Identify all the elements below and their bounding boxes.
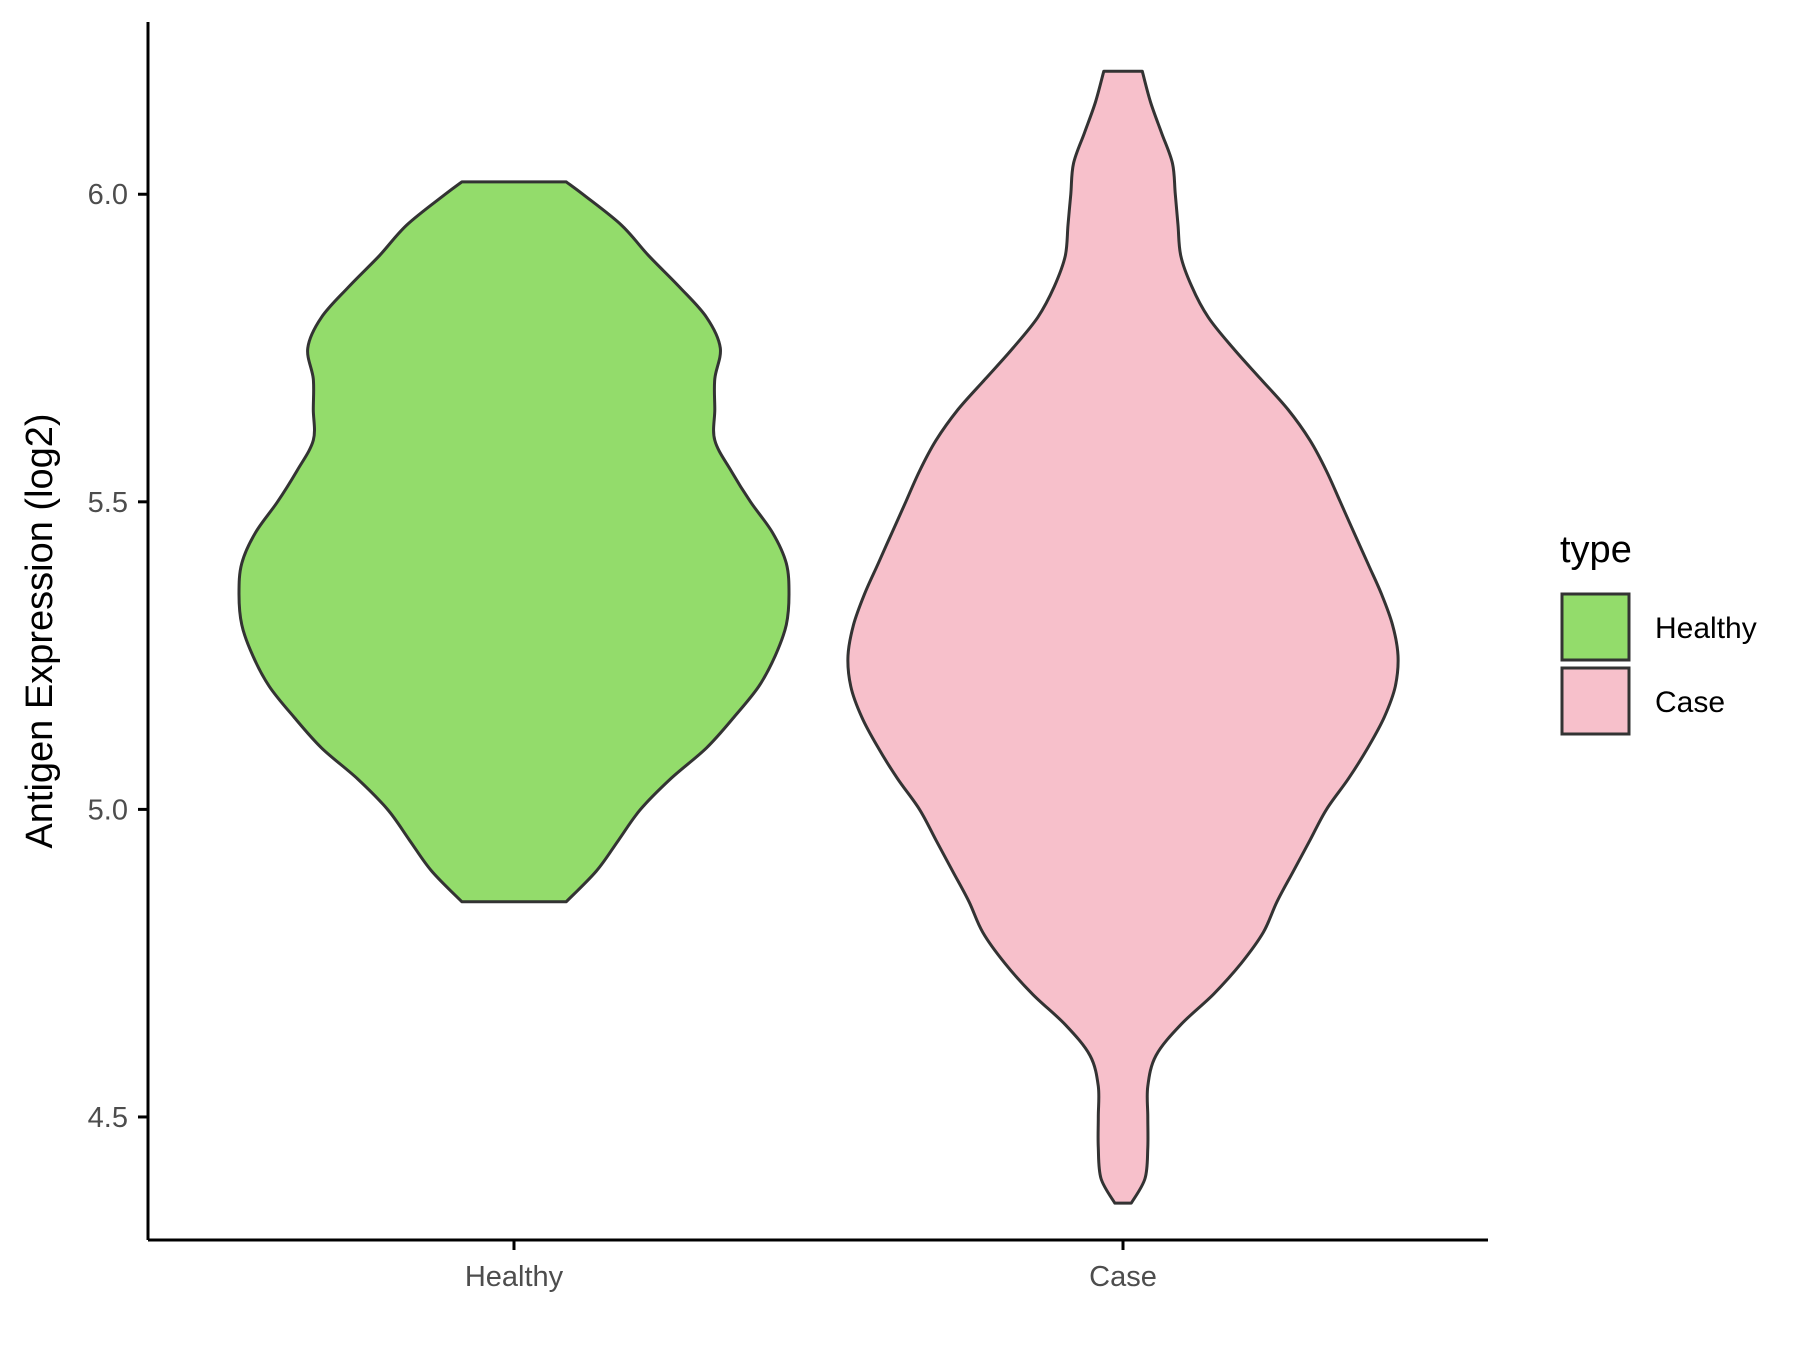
x-tick-label-case: Case: [1089, 1261, 1157, 1293]
y-tick-label: 5.0: [88, 794, 128, 826]
y-ticks: 4.5 5.0 5.5 6.0: [88, 179, 148, 1134]
axes: [146, 22, 1488, 1242]
y-tick-label: 5.5: [88, 487, 128, 519]
x-ticks: Healthy Case: [465, 1240, 1157, 1293]
legend-swatch-healthy: [1560, 592, 1631, 662]
legend: type Healthy Case: [1560, 529, 1757, 736]
legend-label-healthy: Healthy: [1655, 612, 1757, 645]
violin-healthy: [237, 180, 791, 904]
y-axis-title: Antigen Expression (log2): [19, 413, 61, 848]
y-tick-label: 6.0: [88, 179, 128, 211]
legend-label-case: Case: [1655, 686, 1725, 719]
violin-case: [846, 69, 1400, 1205]
y-tick-label: 4.5: [88, 1102, 128, 1134]
legend-swatch-case: [1560, 666, 1631, 736]
legend-title: type: [1560, 529, 1632, 571]
violin-layer: [237, 69, 1400, 1205]
x-tick-label-healthy: Healthy: [465, 1261, 564, 1293]
